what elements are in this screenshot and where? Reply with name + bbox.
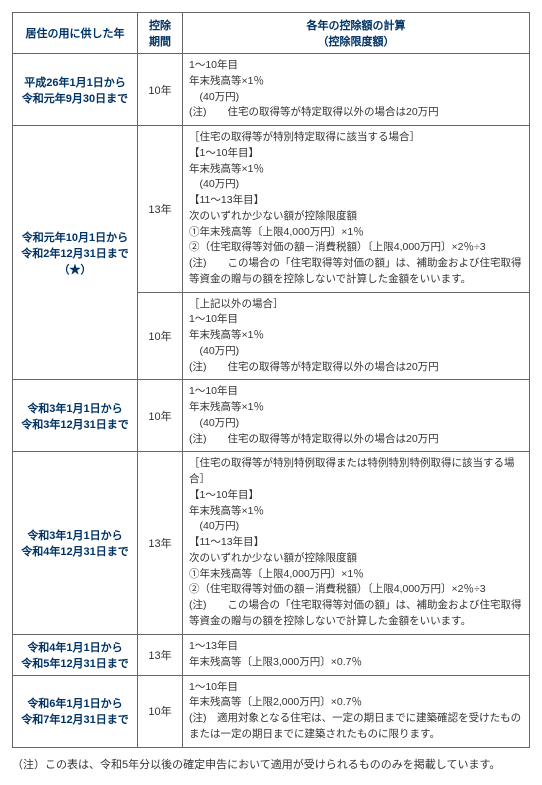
cell-years: 10年 [138,54,183,126]
cell-period: 令和6年1月1日から令和7年12月31日まで [13,675,138,747]
table-row: 令和4年1月1日から令和5年12月31日まで13年1～13年目年末残高等〔上限3… [13,634,530,675]
table-row: 令和元年10月1日から令和2年12月31日まで（★）13年［住宅の取得等が特別特… [13,126,530,293]
table-row: 令和3年1月1日から令和4年12月31日まで13年［住宅の取得等が特別特例取得ま… [13,452,530,634]
cell-period: 令和3年1月1日から令和4年12月31日まで [13,452,138,634]
table-row: 平成26年1月1日から令和元年9月30日まで10年1～10年目年末残高等×1％(… [13,54,530,126]
table-header-row: 居住の用に供した年 控除期間 各年の控除額の計算（控除限度額） [13,13,530,54]
cell-years: 10年 [138,380,183,452]
cell-years: 13年 [138,126,183,293]
cell-desc: ［上記以外の場合］1～10年目年末残高等×1％(40万円)(注) 住宅の取得等が… [183,292,530,380]
cell-desc: 1～10年目年末残高等〔上限2,000万円〕×0.7％(注) 適用対象となる住宅… [183,675,530,747]
cell-years: 13年 [138,452,183,634]
cell-desc: ［住宅の取得等が特別特例取得または特例特別特例取得に該当する場合］【1～10年目… [183,452,530,634]
cell-period: 令和3年1月1日から令和3年12月31日まで [13,380,138,452]
header-years: 控除期間 [138,13,183,54]
table-row: 令和6年1月1日から令和7年12月31日まで10年1～10年目年末残高等〔上限2… [13,675,530,747]
cell-years: 10年 [138,292,183,380]
cell-period: 令和4年1月1日から令和5年12月31日まで [13,634,138,675]
table-footnote: （注）この表は、令和5年分以後の確定申告において適用が受けられるもののみを掲載し… [12,758,530,773]
header-calc: 各年の控除額の計算（控除限度額） [183,13,530,54]
cell-period: 平成26年1月1日から令和元年9月30日まで [13,54,138,126]
cell-years: 10年 [138,675,183,747]
cell-years: 13年 [138,634,183,675]
header-period: 居住の用に供した年 [13,13,138,54]
cell-desc: ［住宅の取得等が特別特定取得に該当する場合］【1～10年目】年末残高等×1％(4… [183,126,530,293]
cell-desc: 1～13年目年末残高等〔上限3,000万円〕×0.7％ [183,634,530,675]
cell-desc: 1～10年目年末残高等×1％(40万円)(注) 住宅の取得等が特定取得以外の場合… [183,380,530,452]
cell-desc: 1～10年目年末残高等×1％(40万円)(注) 住宅の取得等が特定取得以外の場合… [183,54,530,126]
table-row: 令和3年1月1日から令和3年12月31日まで10年1～10年目年末残高等×1％(… [13,380,530,452]
deduction-table: 居住の用に供した年 控除期間 各年の控除額の計算（控除限度額） 平成26年1月1… [12,12,530,748]
cell-period: 令和元年10月1日から令和2年12月31日まで（★） [13,126,138,380]
